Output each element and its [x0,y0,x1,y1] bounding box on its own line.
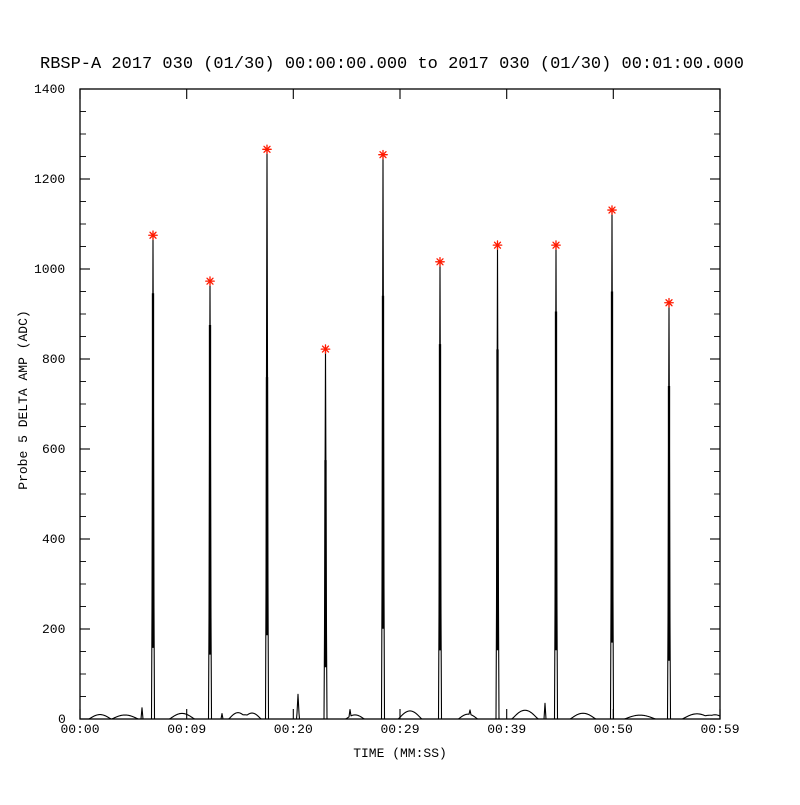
svg-text:1200: 1200 [34,172,65,187]
svg-text:00:29: 00:29 [380,722,419,737]
svg-text:00:09: 00:09 [167,722,206,737]
svg-text:1000: 1000 [34,262,65,277]
svg-text:TIME (MM:SS): TIME (MM:SS) [353,746,447,761]
svg-text:800: 800 [42,352,65,367]
svg-text:00:59: 00:59 [700,722,739,737]
svg-text:00:00: 00:00 [60,722,99,737]
svg-text:200: 200 [42,622,65,637]
svg-text:1400: 1400 [34,82,65,97]
svg-text:00:39: 00:39 [487,722,526,737]
svg-text:00:50: 00:50 [594,722,633,737]
svg-text:400: 400 [42,532,65,547]
svg-text:00:20: 00:20 [274,722,313,737]
svg-text:Probe 5 DELTA AMP (ADC): Probe 5 DELTA AMP (ADC) [16,310,31,489]
svg-text:600: 600 [42,442,65,457]
svg-text:RBSP-A 2017 030 (01/30) 00:00:: RBSP-A 2017 030 (01/30) 00:00:00.000 to … [40,55,744,74]
